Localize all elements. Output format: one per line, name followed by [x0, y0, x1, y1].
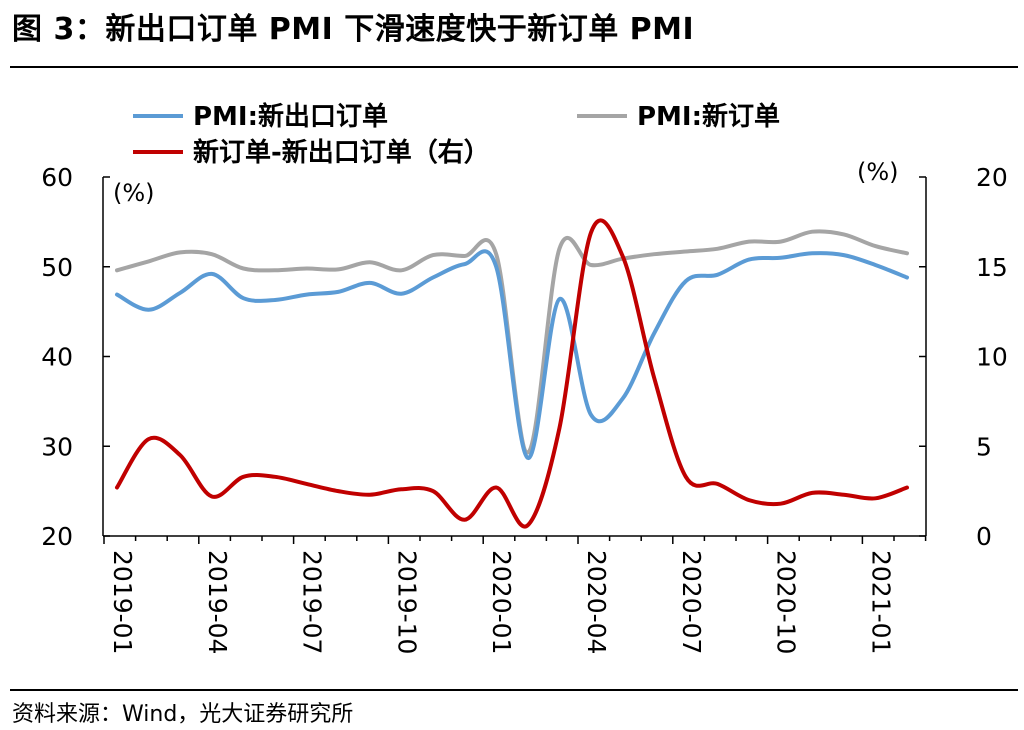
right-axis-unit: (%) [857, 158, 899, 186]
axes: 20 30 40 50 60 0 5 10 15 20 2019-01 2019-04 2019-07 2… [41, 163, 1008, 654]
x-tick-label: 2019-04 [203, 550, 232, 654]
right-y-tick-label: 5 [976, 432, 992, 461]
left-y-tick-label: 40 [41, 343, 73, 372]
left-y-tick-label: 50 [41, 253, 73, 282]
legend-label-export-orders: PMI:新出口订单 [193, 101, 388, 132]
series-line-new-orders [115, 229, 909, 455]
x-tick-label: 2019-01 [108, 550, 137, 654]
x-tick-label: 2020-01 [487, 550, 516, 654]
x-tick-label: 2020-10 [772, 550, 801, 654]
top-rule [10, 66, 1018, 68]
legend: PMI:新出口订单 PMI:新订单 新订单-新出口订单（右） [133, 101, 780, 168]
x-tick-label: 2020-07 [677, 550, 706, 654]
x-tick-label: 2021-01 [866, 550, 895, 654]
x-tick-label: 2019-07 [298, 550, 327, 654]
right-y-tick-label: 15 [976, 253, 1008, 282]
series-line-spread [115, 218, 909, 529]
left-axis-unit: (%) [113, 179, 155, 207]
right-y-tick-label: 10 [976, 343, 1008, 372]
x-tick-label: 2019-10 [392, 550, 421, 654]
right-y-tick-label: 0 [976, 522, 992, 551]
left-y-tick-label: 30 [41, 432, 73, 461]
bottom-rule [10, 689, 1018, 691]
x-tick-label: 2020-04 [582, 550, 611, 654]
left-y-tick-label: 60 [41, 163, 73, 192]
figure-title: 图 3：新出口订单 PMI 下滑速度快于新订单 PMI [12, 12, 695, 47]
plot-area [115, 218, 909, 529]
right-y-tick-label: 20 [976, 163, 1008, 192]
series-line-export-orders [115, 249, 909, 460]
legend-label-spread: 新订单-新出口订单（右） [193, 137, 490, 168]
legend-label-new-orders: PMI:新订单 [637, 101, 780, 132]
source-note: 资料来源：Wind，光大证券研究所 [12, 702, 354, 727]
left-y-tick-label: 20 [41, 522, 73, 551]
dual-axis-line-chart: PMI:新出口订单 PMI:新订单 新订单-新出口订单（右） 203040506… [41, 101, 1008, 654]
